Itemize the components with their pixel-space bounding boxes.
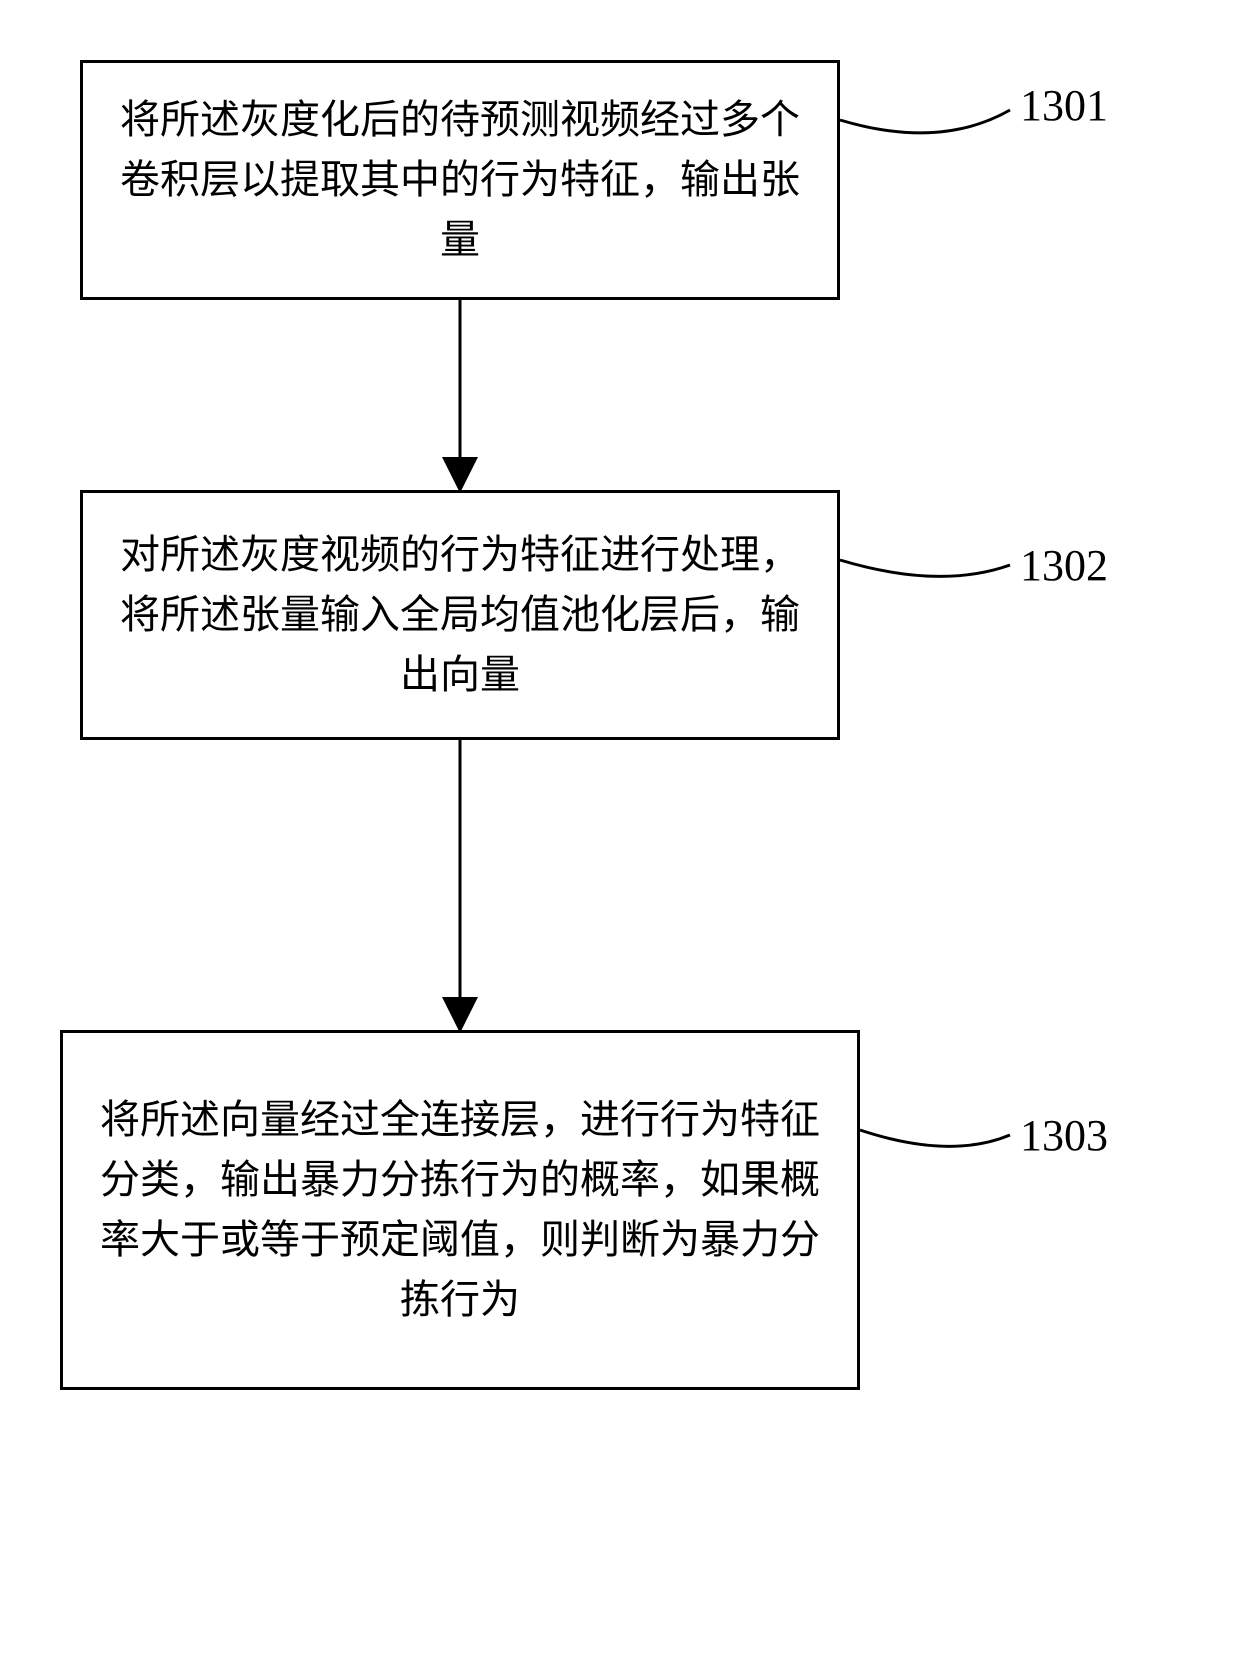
node-text: 将所述向量经过全连接层，进行行为特征分类，输出暴力分拣行为的概率，如果概率大于或… — [93, 1090, 827, 1330]
leader-line-n3 — [860, 1130, 1010, 1146]
node-label-n3: 1303 — [1020, 1110, 1108, 1161]
node-label-n2: 1302 — [1020, 540, 1108, 591]
node-text: 将所述灰度化后的待预测视频经过多个卷积层以提取其中的行为特征，输出张量 — [113, 90, 807, 270]
flowchart-canvas: 将所述灰度化后的待预测视频经过多个卷积层以提取其中的行为特征，输出张量对所述灰度… — [0, 0, 1240, 1654]
flowchart-node-n1: 将所述灰度化后的待预测视频经过多个卷积层以提取其中的行为特征，输出张量 — [80, 60, 840, 300]
flowchart-node-n3: 将所述向量经过全连接层，进行行为特征分类，输出暴力分拣行为的概率，如果概率大于或… — [60, 1030, 860, 1390]
flowchart-node-n2: 对所述灰度视频的行为特征进行处理，将所述张量输入全局均值池化层后，输出向量 — [80, 490, 840, 740]
leader-line-n2 — [840, 560, 1010, 576]
node-label-n1: 1301 — [1020, 80, 1108, 131]
leader-line-n1 — [840, 110, 1010, 133]
node-text: 对所述灰度视频的行为特征进行处理，将所述张量输入全局均值池化层后，输出向量 — [113, 525, 807, 705]
